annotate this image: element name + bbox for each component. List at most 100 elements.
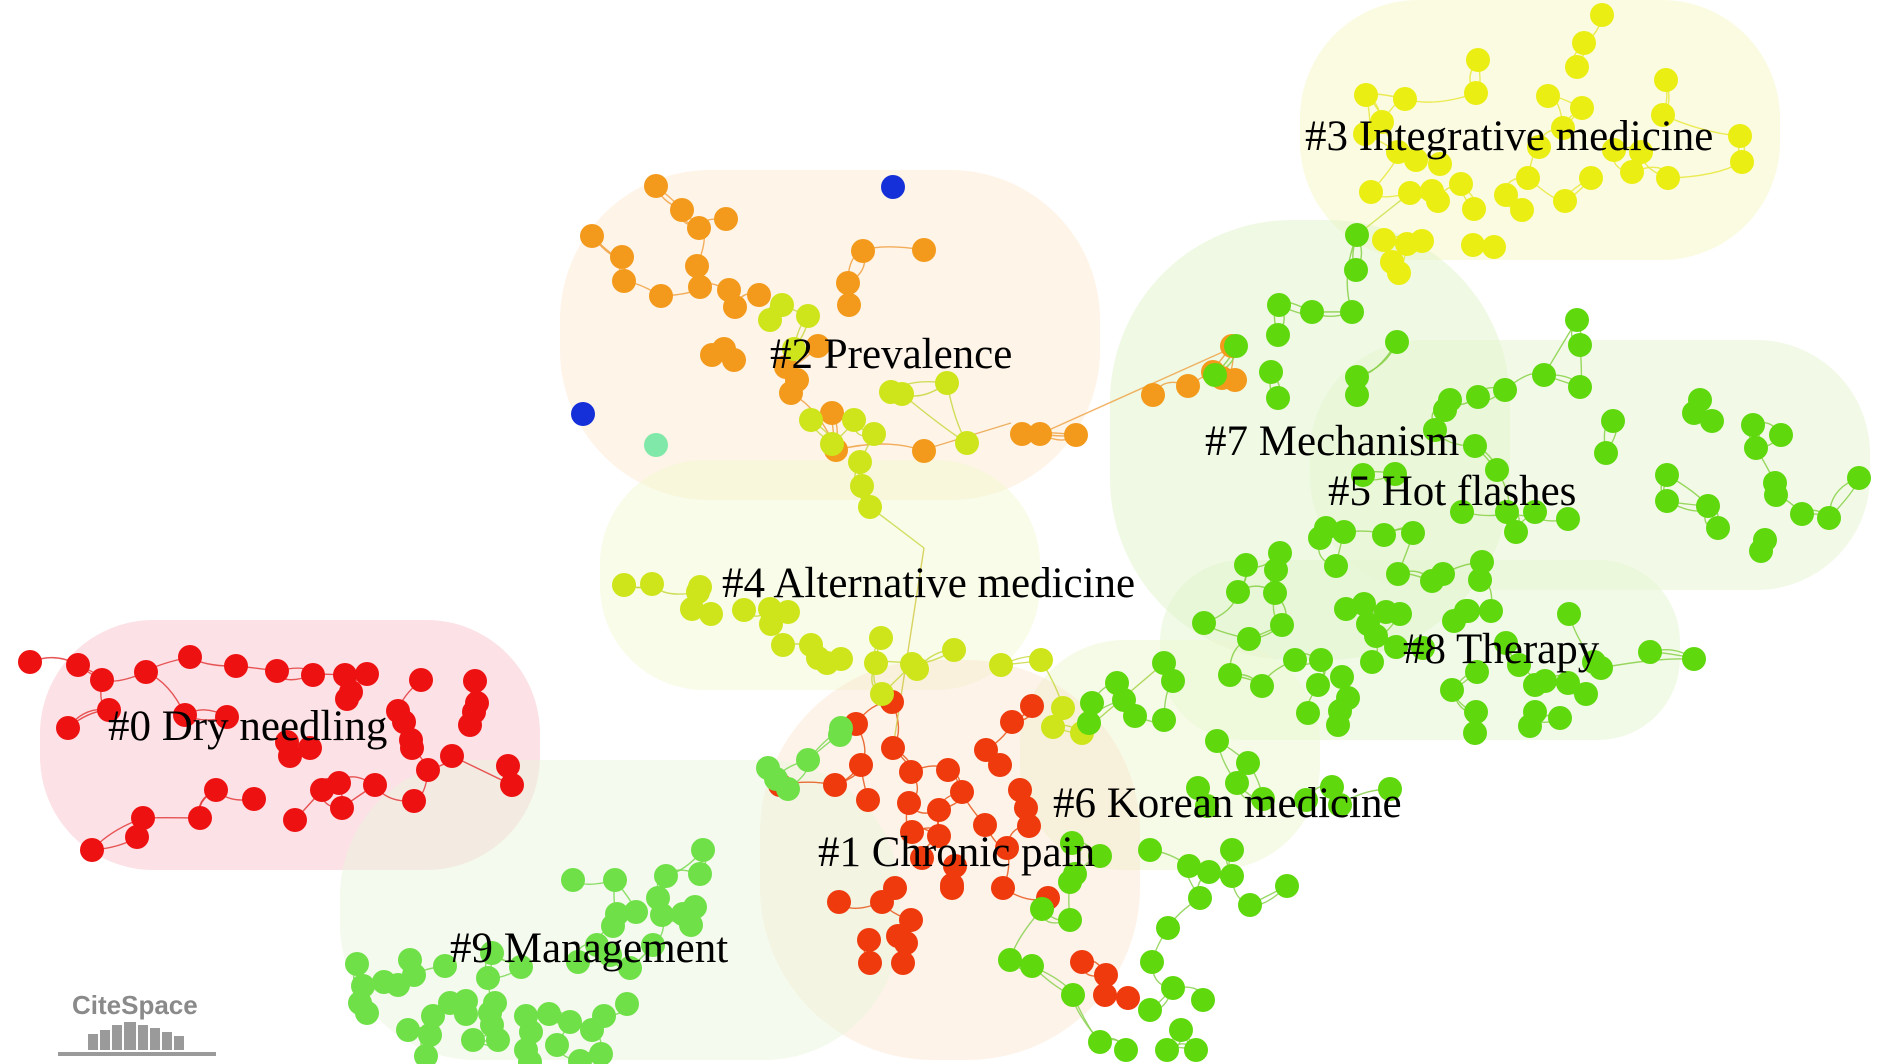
network-node	[440, 744, 464, 768]
network-node	[1426, 189, 1450, 213]
network-node	[758, 308, 782, 332]
network-node	[615, 992, 639, 1016]
network-node	[1570, 96, 1594, 120]
network-node	[1568, 375, 1592, 399]
network-node	[134, 660, 158, 684]
network-node	[1378, 777, 1402, 801]
network-node	[779, 381, 803, 405]
network-node	[1651, 103, 1675, 127]
network-node	[935, 371, 959, 395]
network-node	[927, 824, 951, 848]
network-node	[1308, 526, 1332, 550]
network-node	[1428, 152, 1452, 176]
network-node	[828, 723, 852, 747]
network-node	[1177, 854, 1201, 878]
network-node	[580, 224, 604, 248]
network-node	[438, 991, 462, 1015]
network-node	[612, 269, 636, 293]
cluster-label-2: #2 Prevalence	[770, 331, 1012, 378]
network-node	[851, 239, 875, 263]
network-node	[1088, 1030, 1112, 1054]
network-node	[1283, 648, 1307, 672]
network-node	[558, 1010, 582, 1034]
network-node	[483, 991, 507, 1015]
network-node	[173, 703, 197, 727]
network-node	[1294, 788, 1318, 812]
network-node	[1466, 385, 1490, 409]
citespace-logo-text: CiteSpace	[72, 990, 198, 1020]
network-node	[1510, 198, 1534, 222]
network-node	[399, 728, 423, 752]
network-node	[759, 612, 783, 636]
network-node	[1461, 233, 1485, 257]
network-node	[1462, 197, 1486, 221]
network-node	[1353, 122, 1377, 146]
network-node	[1565, 308, 1589, 332]
network-node	[955, 431, 979, 455]
network-node	[1464, 700, 1488, 724]
network-node	[897, 791, 921, 815]
network-edge	[892, 547, 925, 749]
network-node	[1088, 844, 1112, 868]
network-node	[601, 914, 625, 938]
network-node	[799, 408, 823, 432]
network-node	[1532, 363, 1556, 387]
network-node	[66, 653, 90, 677]
network-node	[1654, 68, 1678, 92]
network-node	[1191, 988, 1215, 1012]
network-node	[1320, 775, 1344, 799]
network-node	[1197, 860, 1221, 884]
network-node	[1236, 751, 1260, 775]
network-node	[1184, 1038, 1208, 1062]
network-node	[1696, 494, 1720, 518]
network-node	[691, 838, 715, 862]
network-node	[465, 691, 489, 715]
network-node	[1589, 656, 1613, 680]
network-node	[857, 928, 881, 952]
network-node	[796, 748, 820, 772]
network-node	[912, 439, 936, 463]
network-node	[204, 778, 228, 802]
network-node	[1123, 704, 1147, 728]
network-node	[1344, 258, 1368, 282]
network-node	[856, 788, 880, 812]
network-node	[1224, 334, 1248, 358]
network-node	[1093, 983, 1117, 1007]
network-node	[1234, 553, 1258, 577]
network-node	[836, 271, 860, 295]
network-node	[796, 304, 820, 328]
network-node	[1010, 422, 1034, 446]
network-node	[1140, 950, 1164, 974]
network-node	[1638, 640, 1662, 664]
network-node	[396, 1018, 420, 1042]
network-node	[1266, 386, 1290, 410]
network-node	[685, 254, 709, 278]
network-node	[1345, 223, 1369, 247]
network-node	[1270, 613, 1294, 637]
network-node	[1423, 418, 1447, 442]
network-node	[1370, 110, 1394, 134]
network-node	[1152, 651, 1176, 675]
network-node	[90, 668, 114, 692]
network-node	[1000, 710, 1024, 734]
network-node	[561, 868, 585, 892]
network-node	[1152, 708, 1176, 732]
network-node	[398, 948, 422, 972]
network-node	[688, 275, 712, 299]
network-node	[644, 174, 668, 198]
network-node	[1161, 976, 1185, 1000]
network-node	[1138, 838, 1162, 862]
network-node	[1345, 383, 1369, 407]
network-node	[1420, 569, 1444, 593]
network-node	[1205, 729, 1229, 753]
network-node	[912, 238, 936, 262]
cluster-label-4: #4 Alternative medicine	[722, 560, 1135, 607]
network-node	[1507, 653, 1531, 677]
network-node	[1237, 627, 1261, 651]
network-node	[1485, 458, 1509, 482]
network-node	[496, 754, 520, 778]
network-node	[1259, 360, 1283, 384]
network-node	[858, 495, 882, 519]
